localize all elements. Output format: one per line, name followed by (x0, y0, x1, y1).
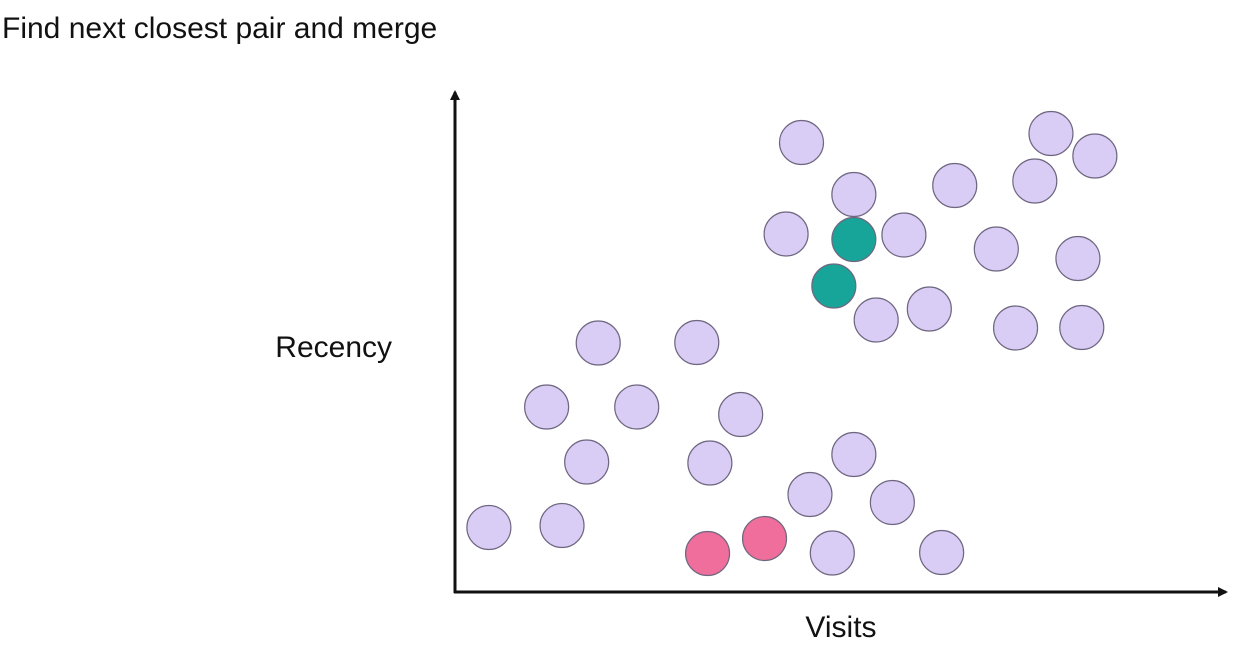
x-axis-label: Visits (805, 611, 876, 644)
data-point (869, 479, 915, 526)
data-point (853, 297, 899, 343)
data-point (973, 226, 1019, 272)
data-points (466, 110, 1118, 577)
data-point (809, 530, 855, 576)
chart-title: Find next closest pair and merge (2, 12, 438, 45)
data-point (831, 171, 877, 218)
data-point (1055, 235, 1101, 282)
data-point (687, 440, 733, 486)
data-point (1059, 304, 1105, 351)
highlighted-data-point-teal (831, 216, 877, 263)
data-point (831, 431, 877, 478)
data-point (787, 471, 833, 518)
data-point (564, 439, 610, 485)
data-point (1028, 110, 1074, 157)
data-point (881, 212, 927, 258)
data-point (778, 119, 825, 166)
data-point (763, 211, 809, 257)
data-point (674, 319, 720, 366)
data-point (1072, 133, 1118, 179)
y-axis-label: Recency (275, 331, 392, 364)
data-point (919, 529, 965, 576)
data-point (906, 286, 952, 332)
data-point (466, 504, 512, 551)
data-point (992, 305, 1039, 351)
highlighted-data-point-pink (684, 530, 731, 577)
data-point (524, 384, 570, 430)
data-point (1012, 158, 1058, 204)
highlighted-data-point-teal (811, 263, 857, 309)
data-point (932, 162, 978, 209)
data-point (718, 391, 764, 438)
data-point (614, 384, 660, 430)
highlighted-data-point-pink (741, 515, 788, 562)
data-point (575, 320, 621, 366)
data-point (539, 502, 585, 549)
